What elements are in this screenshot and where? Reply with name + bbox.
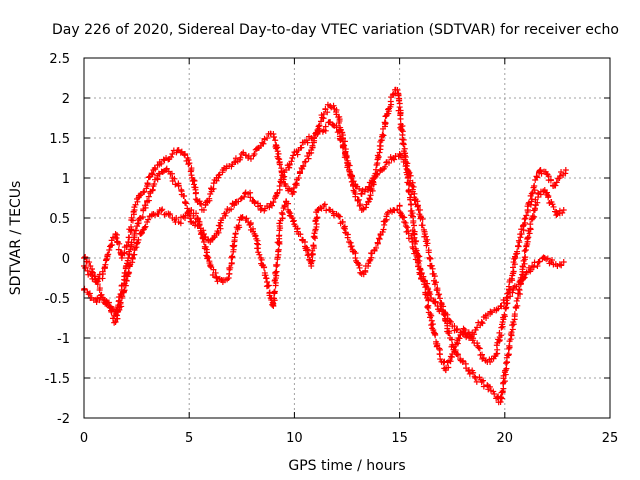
x-axis-label: GPS time / hours	[288, 458, 405, 474]
y-tick-label: -2	[57, 412, 70, 427]
x-tick-label: 25	[602, 431, 619, 446]
y-axis-label: SDTVAR / TECUs	[8, 181, 24, 296]
y-tick-label: -1	[57, 332, 70, 347]
data-marks	[81, 86, 569, 406]
axis-ticks	[83, 57, 611, 419]
data-point-markers	[81, 119, 567, 406]
x-tick-label: 10	[286, 431, 303, 446]
y-tick-label: -0.5	[45, 292, 70, 307]
y-tick-label: 1.5	[49, 132, 70, 147]
x-tick-label: 20	[497, 431, 514, 446]
series-track-b	[81, 119, 567, 406]
y-tick-label: 2.5	[49, 52, 70, 67]
data-point-markers	[81, 198, 567, 341]
y-tick-label: 0.5	[49, 212, 70, 227]
y-tick-label: -1.5	[45, 372, 70, 387]
x-tick-label: 0	[80, 431, 88, 446]
chart-title: Day 226 of 2020, Sidereal Day-to-day VTE…	[52, 22, 619, 38]
x-tick-label: 5	[185, 431, 193, 446]
x-tick-labels: 0 5 10 15 20 25	[80, 431, 618, 446]
y-tick-label: 1	[62, 172, 70, 187]
x-tick-label: 15	[391, 431, 408, 446]
plot-frame	[83, 57, 611, 419]
y-tick-labels: -2 -1.5 -1 -0.5 0 0.5 1 1.5 2 2.5	[45, 52, 70, 427]
series-track-c	[81, 198, 567, 341]
y-tick-label: 0	[62, 252, 70, 267]
y-tick-label: 2	[62, 92, 70, 107]
